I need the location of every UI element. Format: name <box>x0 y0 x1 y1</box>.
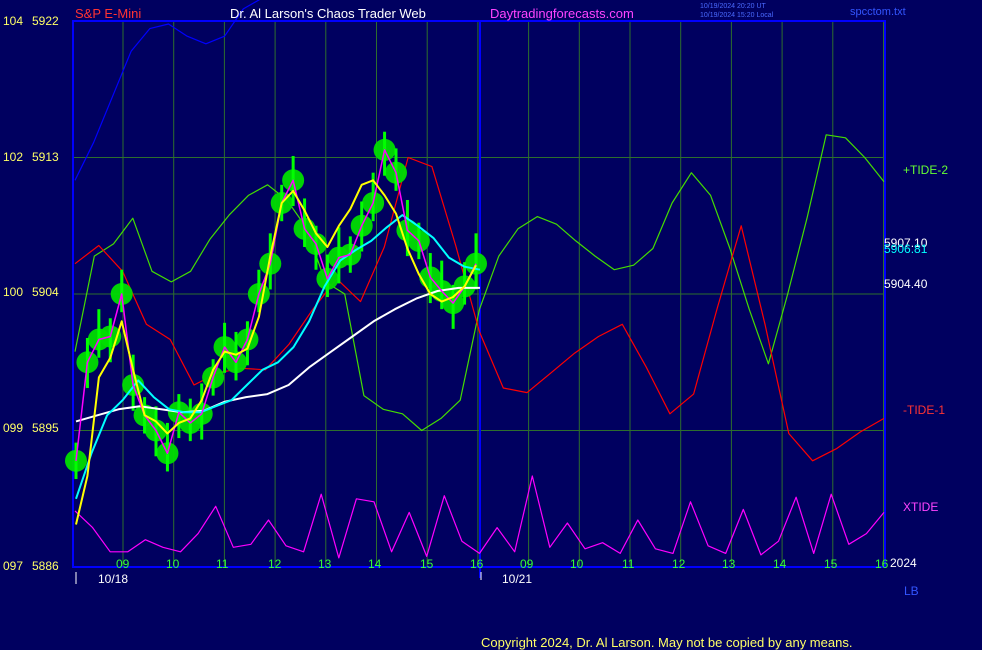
series-label-xtide: XTIDE <box>903 500 938 514</box>
x-tick-label: 11 <box>622 557 635 571</box>
y-label-price-5922: 5922 <box>32 14 59 28</box>
y-label-pct-102: 102 <box>3 150 23 164</box>
x-tick-label: 09 <box>520 557 534 571</box>
x-tick-label: 16 <box>875 557 889 571</box>
x-tick-label: 10 <box>166 557 180 571</box>
y-label-pct-100: 100 <box>3 285 23 299</box>
y-label-price-5895: 5895 <box>32 421 59 435</box>
x-tick-label: 14 <box>368 557 382 571</box>
left-axis-labels: 104 5922 102 5913 100 5904 099 5895 097 … <box>3 14 59 573</box>
y-label-price-5886: 5886 <box>32 559 59 573</box>
y-label-pct-104: 104 <box>3 14 23 28</box>
xtide-line <box>74 475 885 559</box>
value-label-5904: 5904.40 <box>884 277 928 291</box>
date-label-1021: 10/21 <box>502 572 532 586</box>
x-tick-label: 14 <box>773 557 787 571</box>
x-tick-label: 11 <box>216 557 229 571</box>
instrument-label: S&P E-Mini <box>75 6 141 21</box>
series-layer <box>65 0 885 559</box>
file-name: spcctom.txt <box>850 6 906 18</box>
series-label-tide-minus: -TIDE-1 <box>903 403 945 417</box>
tide-plus-2-line <box>74 134 885 432</box>
copyright-footer: Copyright 2024, Dr. Al Larson. May not b… <box>481 635 852 650</box>
x-tick-label: 13 <box>318 557 332 571</box>
x-tick-label: 12 <box>672 557 686 571</box>
x-tick-label: 12 <box>268 557 282 571</box>
site-link[interactable]: Daytradingforecasts.com <box>490 6 634 21</box>
y-label-price-5913: 5913 <box>32 150 59 164</box>
yellow-fast-average <box>75 179 477 525</box>
date-label-1018: 10/18 <box>98 572 128 586</box>
chart-title: Dr. Al Larson's Chaos Trader Web <box>230 6 426 21</box>
y-label-pct-097: 097 <box>3 559 23 573</box>
value-label-5906: 5906.81 <box>884 242 928 256</box>
series-label-tide-plus: +TIDE-2 <box>903 163 948 177</box>
x-axis-labels: 09 10 11 12 13 14 15 16 09 10 11 12 13 1… <box>75 556 917 586</box>
blue-cycle-line <box>74 0 261 181</box>
year-label: 2024 <box>890 556 917 570</box>
corner-label-lb: LB <box>904 584 919 598</box>
x-tick-label: 09 <box>116 557 130 571</box>
value-label-5907: 5907.10 <box>884 236 928 250</box>
x-tick-label: 15 <box>824 557 838 571</box>
cyan-average <box>75 214 481 500</box>
x-tick-label: 16 <box>470 557 484 571</box>
timestamp-ut: 10/19/2024 20:20 UT <box>700 3 766 10</box>
x-tick-label: 13 <box>722 557 736 571</box>
x-tick-label: 15 <box>420 557 434 571</box>
timestamp-local: 10/19/2024 15:20 Local <box>700 12 774 19</box>
y-label-pct-099: 099 <box>3 421 23 435</box>
x-tick-label: 10 <box>570 557 584 571</box>
y-label-price-5904: 5904 <box>32 285 59 299</box>
